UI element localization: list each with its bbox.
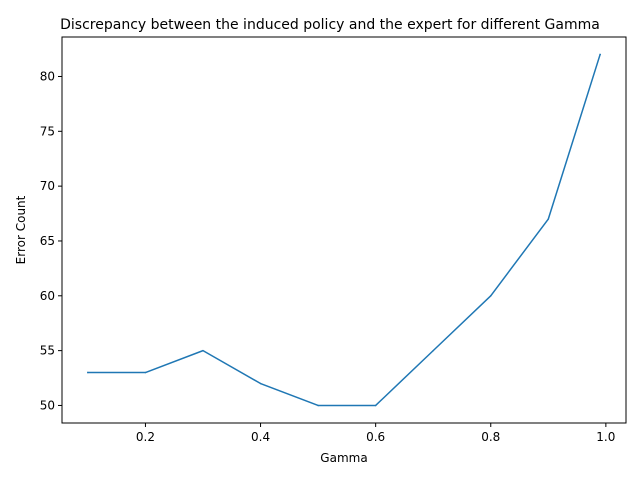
x-tick-label: 1.0 — [596, 430, 615, 444]
y-tick-label: 75 — [40, 124, 55, 138]
data-point — [259, 382, 262, 385]
data-point — [490, 295, 492, 297]
x-axis-label: Gamma — [320, 451, 367, 465]
x-tick-label: 0.6 — [366, 430, 385, 444]
data-point — [599, 53, 601, 56]
data-point — [547, 218, 550, 220]
y-tick-label: 80 — [40, 69, 55, 83]
x-tick-label: 0.4 — [251, 430, 270, 444]
y-tick-label: 65 — [40, 234, 55, 248]
plot-area — [61, 36, 627, 424]
y-axis-label: Error Count — [14, 195, 28, 264]
chart-title: Discrepancy between the induced policy a… — [60, 17, 600, 33]
x-axis: 0.2 0.4 0.6 0.8 1.0 — [136, 423, 615, 444]
x-tick-label: 0.2 — [136, 430, 155, 444]
y-tick-label: 60 — [40, 289, 55, 303]
series-line — [87, 53, 602, 407]
y-tick-label: 50 — [40, 398, 55, 412]
data-point — [317, 404, 319, 407]
y-axis: 50 55 60 65 70 75 80 — [40, 69, 62, 412]
data-point — [374, 404, 377, 407]
x-tick-label: 0.8 — [481, 430, 500, 444]
y-tick-label: 55 — [40, 344, 55, 358]
series-layer — [87, 53, 602, 407]
y-tick-label: 70 — [40, 179, 55, 193]
data-point — [144, 371, 147, 374]
data-point — [432, 349, 434, 352]
data-point — [87, 371, 89, 374]
data-point — [202, 349, 204, 352]
